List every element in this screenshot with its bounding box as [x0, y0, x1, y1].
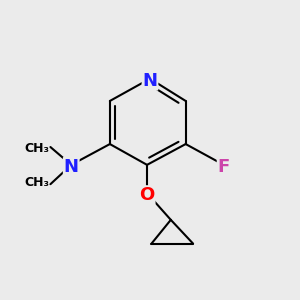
Text: O: O — [140, 186, 155, 204]
Text: CH₃: CH₃ — [24, 142, 49, 155]
Text: N: N — [64, 158, 79, 176]
Text: F: F — [218, 158, 230, 176]
Text: N: N — [142, 72, 158, 90]
Text: CH₃: CH₃ — [24, 176, 49, 189]
